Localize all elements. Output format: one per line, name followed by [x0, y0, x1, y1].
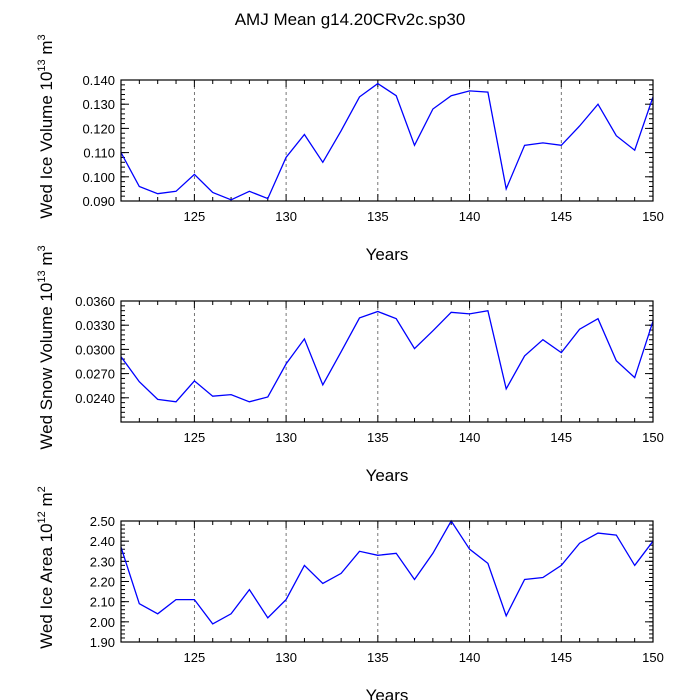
- y-tick-label: 0.120: [82, 121, 115, 136]
- x-tick-label: 125: [184, 430, 206, 445]
- x-tick-label: 145: [550, 430, 572, 445]
- x-tick-label: 150: [642, 430, 664, 445]
- x-tick-label: 150: [642, 209, 664, 224]
- y-tick-label: 2.20: [90, 575, 115, 590]
- data-series-line: [120, 309, 654, 403]
- x-tick-label: 135: [367, 430, 389, 445]
- y-tick-label: 0.100: [82, 170, 115, 185]
- y-axis-label-unit-exponent: 2: [36, 486, 48, 492]
- y-axis-label: Wed Ice Area 1012 m2: [36, 486, 56, 649]
- x-tick-label: 130: [275, 650, 297, 665]
- y-axis-label-unit-exponent: 3: [36, 34, 48, 40]
- chart-panel-1: 0.090 0.100 0.110 0.120 0.130 0.140 125 130 135 1…: [36, 34, 664, 264]
- y-axis-label-unit: m: [37, 252, 56, 271]
- y-tick-label: 2.50: [90, 514, 115, 529]
- figure-title: AMJ Mean g14.20CRv2c.sp30: [234, 10, 466, 29]
- y-axis-label-main: Wed Ice Area 10: [37, 523, 56, 648]
- x-axis-label: Years: [366, 686, 409, 700]
- y-axis-label-exponent: 13: [36, 270, 48, 282]
- x-tick-label: 125: [184, 650, 206, 665]
- x-tick-label: 125: [184, 209, 206, 224]
- data-series-line: [120, 519, 654, 625]
- y-tick-label: 2.00: [90, 615, 115, 630]
- y-tick-label: 2.10: [90, 595, 115, 610]
- x-axis-label: Years: [366, 245, 409, 264]
- x-tick-label: 150: [642, 650, 664, 665]
- x-tick-label: 145: [550, 209, 572, 224]
- x-tick-label: 145: [550, 650, 572, 665]
- y-tick-label: 0.0330: [75, 318, 115, 333]
- y-tick-label: 2.30: [90, 554, 115, 569]
- y-tick-label: 0.090: [82, 194, 115, 209]
- x-tick-label: 140: [459, 430, 481, 445]
- y-axis-label-unit: m: [37, 492, 56, 511]
- y-axis-label-main: Wed Snow Volume 10: [37, 283, 56, 450]
- y-axis-label: Wed Ice Volume 1013 m3: [36, 34, 56, 218]
- y-tick-label: 0.110: [83, 146, 115, 161]
- y-tick-label: 0.0270: [75, 367, 115, 382]
- y-axis-label-exponent: 12: [36, 511, 48, 523]
- y-axis-label-main: Wed Ice Volume 10: [37, 72, 56, 219]
- y-tick-label: 0.140: [82, 73, 115, 88]
- y-axis-label-unit-exponent: 3: [36, 245, 48, 251]
- y-tick-label: 2.40: [90, 534, 115, 549]
- y-axis-label-exponent: 13: [36, 59, 48, 71]
- chart-panel-2: 0.0240 0.0270 0.0300 0.0330 0.0360 125 130 135 1…: [36, 245, 664, 485]
- plot-frame: [120, 300, 654, 423]
- y-tick-label: 0.0240: [75, 391, 115, 406]
- data-series-line: [120, 82, 654, 201]
- y-tick-label: 0.0360: [75, 294, 115, 309]
- x-tick-label: 135: [367, 650, 389, 665]
- x-tick-label: 130: [275, 209, 297, 224]
- x-tick-label: 140: [459, 209, 481, 224]
- x-tick-label: 130: [275, 430, 297, 445]
- x-tick-label: 135: [367, 209, 389, 224]
- y-tick-label: 0.0300: [75, 342, 115, 357]
- x-tick-label: 140: [459, 650, 481, 665]
- x-axis-label: Years: [366, 466, 409, 485]
- y-tick-label: 0.130: [82, 97, 115, 112]
- y-tick-label: 1.90: [90, 635, 115, 650]
- y-axis-label-unit: m: [37, 40, 56, 59]
- chart-panel-3: 1.90 2.00 2.10 2.20 2.30 2.40 2.50 125 130 135 140…: [36, 486, 664, 700]
- plot-frame: [120, 79, 654, 202]
- y-axis-label: Wed Snow Volume 1013 m3: [36, 245, 56, 449]
- plot-frame: [120, 520, 654, 643]
